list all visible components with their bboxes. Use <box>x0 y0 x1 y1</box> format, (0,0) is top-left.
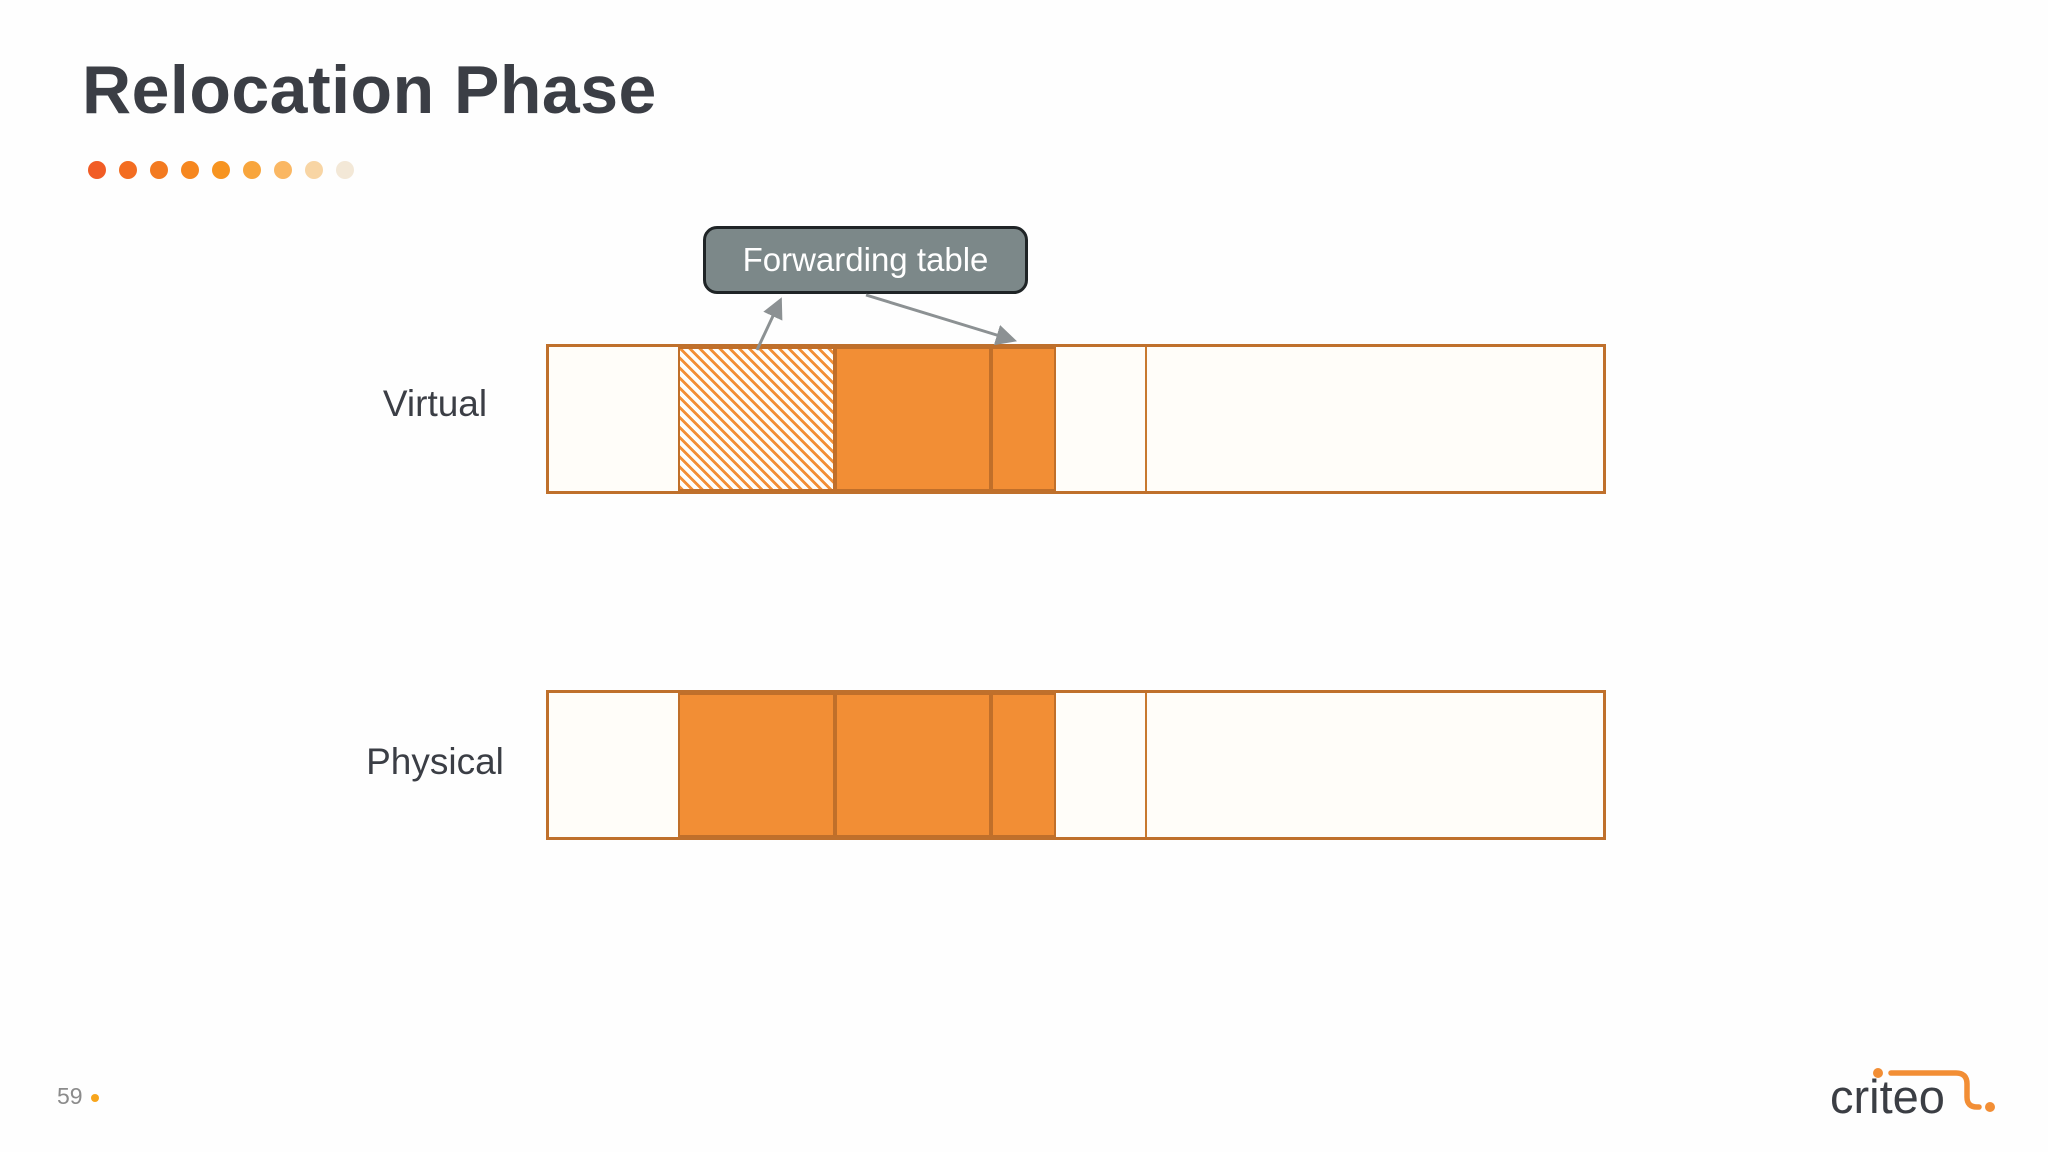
progress-dot-icon <box>119 161 137 179</box>
memory-segment-solid <box>678 693 835 837</box>
memory-segment-empty <box>1056 693 1145 837</box>
memory-segment-empty-bordered <box>1145 347 1603 491</box>
memory-segment-hatched <box>678 347 835 491</box>
progress-dot-icon <box>274 161 292 179</box>
memory-segment-empty-bordered <box>1145 693 1603 837</box>
progress-dot-icon <box>243 161 261 179</box>
arrow-hatched-to-callout <box>755 297 783 351</box>
physical-row-label: Physical <box>366 741 504 782</box>
slide-title: Relocation Phase <box>82 52 657 128</box>
criteo-logo-text: criteo <box>1830 1070 1945 1123</box>
criteo-logo: criteo <box>1830 1068 1995 1123</box>
memory-segment-solid <box>835 347 991 491</box>
memory-segment-solid <box>991 347 1056 491</box>
progress-dot-icon <box>181 161 199 179</box>
arrow-callout-to-segment <box>865 293 1018 346</box>
memory-segment-empty <box>1056 347 1145 491</box>
progress-dot-icon <box>88 161 106 179</box>
forwarding-table-callout: Forwarding table <box>703 226 1028 294</box>
progress-dot-icon <box>212 161 230 179</box>
memory-segment-solid <box>835 693 991 837</box>
memory-segment-empty <box>549 693 678 837</box>
progress-dot-icon <box>150 161 168 179</box>
criteo-logo-line-icon <box>1888 1070 1982 1110</box>
page-number: 59 <box>57 1083 83 1109</box>
virtual-memory-bar <box>546 344 1606 494</box>
progress-dot-icon <box>305 161 323 179</box>
physical-memory-bar <box>546 690 1606 840</box>
memory-segment-empty <box>549 347 678 491</box>
progress-dot-icon <box>336 161 354 179</box>
criteo-logo-dot-top-icon <box>1873 1068 1883 1078</box>
progress-dots <box>88 161 354 179</box>
page-number-dot-icon <box>91 1094 99 1102</box>
forwarding-table-label: Forwarding table <box>742 241 989 278</box>
virtual-row-label: Virtual <box>382 383 488 424</box>
criteo-logo-dot-bottom-icon <box>1985 1102 1995 1112</box>
memory-segment-solid <box>991 693 1056 837</box>
